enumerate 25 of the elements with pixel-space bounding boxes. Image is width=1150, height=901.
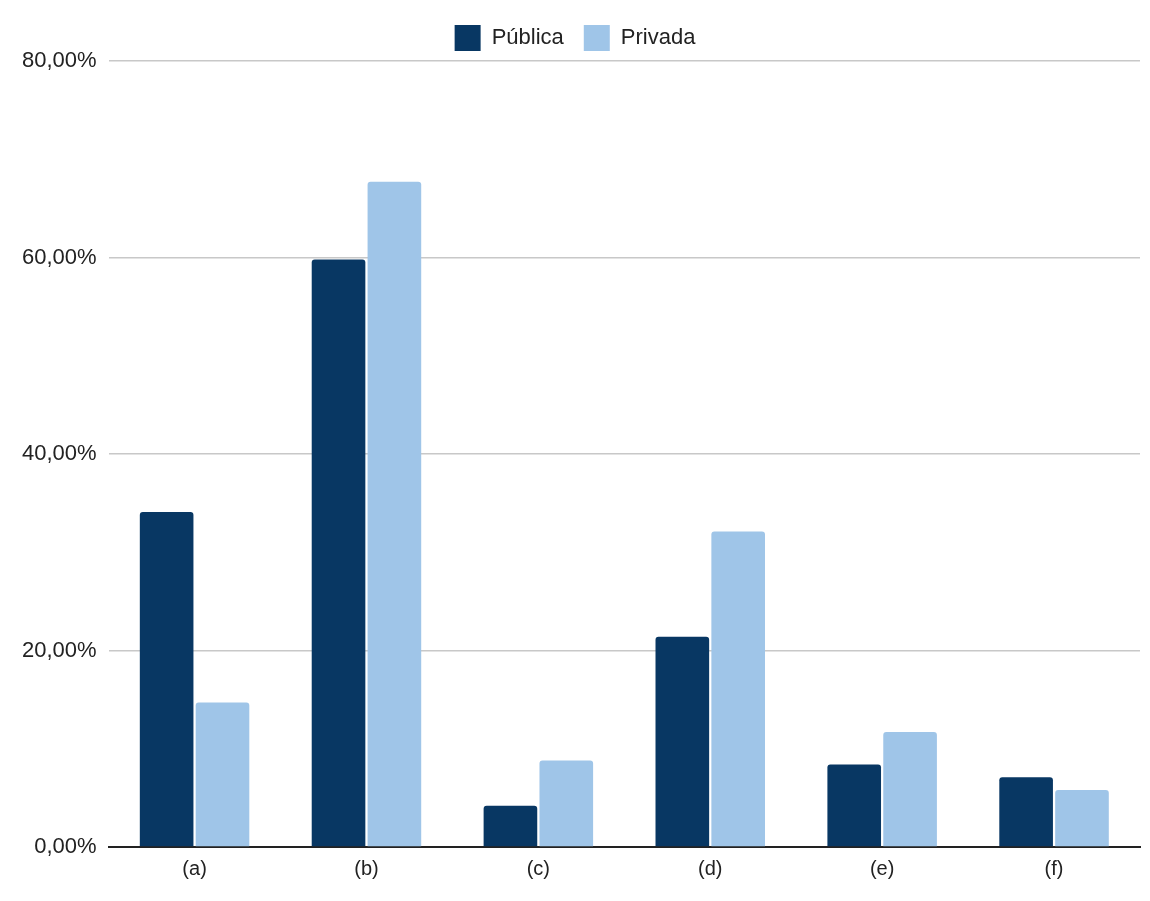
bar	[1055, 790, 1109, 847]
x-tick-label: (e)	[869, 856, 895, 879]
bar	[539, 760, 594, 847]
bar	[827, 764, 882, 847]
bar	[195, 702, 250, 847]
y-tick-label: 60,00%	[21, 243, 97, 269]
y-tick-label: 80,00%	[21, 47, 97, 73]
x-tick-label: (a)	[182, 856, 207, 879]
legend-label: Pública	[491, 24, 565, 50]
bar	[999, 777, 1053, 847]
y-tick-label: 20,00%	[21, 636, 97, 662]
y-tick-label: 0,00%	[34, 833, 97, 859]
x-tick-label: (c)	[526, 856, 551, 879]
bar	[711, 531, 766, 847]
bar	[883, 732, 937, 847]
bar	[139, 511, 194, 847]
bar	[483, 805, 538, 847]
legend-label: Privada	[620, 24, 697, 50]
x-tick-label: (f)	[1044, 856, 1064, 879]
bar	[655, 636, 710, 847]
y-tick-label: 40,00%	[21, 440, 97, 466]
x-tick-label: (b)	[354, 856, 379, 879]
x-tick-label: (d)	[698, 856, 723, 879]
bar	[367, 181, 422, 847]
bar	[311, 259, 366, 847]
